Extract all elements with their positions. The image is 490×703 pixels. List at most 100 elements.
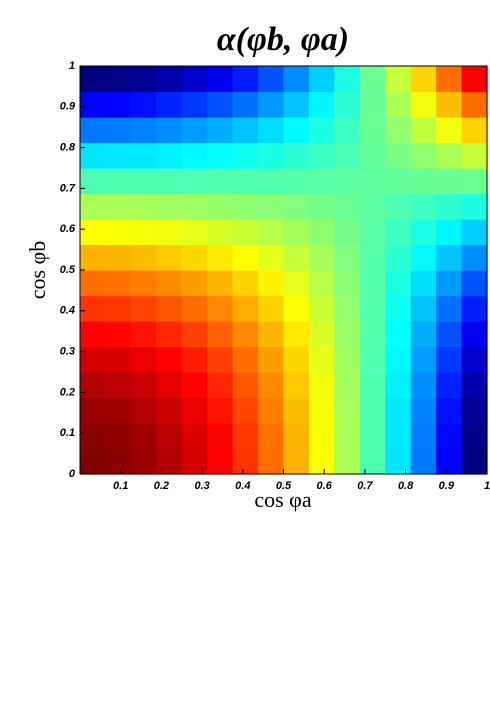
heatmap-cell <box>385 270 412 297</box>
heatmap-cell <box>359 346 386 373</box>
heatmap-cell <box>258 423 285 450</box>
heatmap-cell <box>207 168 234 195</box>
heatmap-cell <box>105 168 132 195</box>
x-tick-label: 0.8 <box>398 480 414 492</box>
heatmap-cell <box>385 117 412 144</box>
heatmap-cell <box>258 193 285 220</box>
heatmap-cell <box>436 66 463 93</box>
heatmap-cell <box>385 346 412 373</box>
heatmap-cell <box>80 91 107 118</box>
heatmap-cell <box>181 397 208 424</box>
heatmap-cell <box>232 321 259 348</box>
heatmap-cell <box>105 448 132 475</box>
heatmap-cell <box>334 193 361 220</box>
heatmap-cell <box>436 168 463 195</box>
heatmap-cell <box>359 448 386 475</box>
heatmap-cell <box>410 270 437 297</box>
heatmap-cell <box>80 448 107 475</box>
heatmap-cell <box>156 295 183 322</box>
heatmap-cell <box>258 142 285 169</box>
heatmap-cell <box>105 142 132 169</box>
heatmap-cell <box>410 448 437 475</box>
heatmap-cell <box>359 219 386 246</box>
heatmap-cell <box>156 448 183 475</box>
heatmap-cell <box>105 66 132 93</box>
heatmap-cell <box>308 219 335 246</box>
y-tick-label: 0.1 <box>60 427 75 439</box>
heatmap-cell <box>80 193 107 220</box>
heatmap-cell <box>156 423 183 450</box>
heatmap-cell <box>385 219 412 246</box>
heatmap-cell <box>308 66 335 93</box>
heatmap-cell <box>334 423 361 450</box>
heatmap-cell <box>410 397 437 424</box>
heatmap-cell <box>105 295 132 322</box>
heatmap-cell <box>156 397 183 424</box>
heatmap-cell <box>181 168 208 195</box>
y-tick-label: 0.6 <box>60 223 76 235</box>
heatmap-cell <box>461 91 488 118</box>
heatmap-cell <box>359 270 386 297</box>
heatmap-cell <box>130 423 157 450</box>
heatmap-cell <box>359 295 386 322</box>
heatmap-cell <box>232 346 259 373</box>
heatmap-cell <box>207 244 234 271</box>
heatmap-cell <box>334 168 361 195</box>
heatmap-cell <box>181 193 208 220</box>
heatmap-cell <box>410 219 437 246</box>
heatmap-cell <box>105 193 132 220</box>
heatmap-cell <box>410 372 437 399</box>
heatmap-cell <box>461 346 488 373</box>
heatmap-cell <box>232 219 259 246</box>
x-tick-label: 0.7 <box>357 480 373 492</box>
heatmap-cell <box>156 219 183 246</box>
heatmap-cell <box>283 295 310 322</box>
heatmap-cell <box>130 397 157 424</box>
heatmap-cell <box>207 117 234 144</box>
heatmap-cell <box>359 91 386 118</box>
heatmap-cell <box>80 397 107 424</box>
y-tick-label: 0.8 <box>60 142 76 154</box>
heatmap-cell <box>359 244 386 271</box>
heatmap-cell <box>436 295 463 322</box>
heatmap-cell <box>308 372 335 399</box>
heatmap-cell <box>130 142 157 169</box>
heatmap-cell <box>334 321 361 348</box>
heatmap-cell <box>461 423 488 450</box>
heatmap-cell <box>308 321 335 348</box>
heatmap-cell <box>130 244 157 271</box>
heatmap-cell <box>385 66 412 93</box>
heatmap-cell <box>130 295 157 322</box>
heatmap-cell <box>232 448 259 475</box>
heatmap-cell <box>359 142 386 169</box>
heatmap-cell <box>410 244 437 271</box>
heatmap-cell <box>232 295 259 322</box>
heatmap-cell <box>283 270 310 297</box>
heatmap-cell <box>461 270 488 297</box>
heatmap-cell <box>207 346 234 373</box>
heatmap-cell <box>80 346 107 373</box>
heatmap-cell <box>308 244 335 271</box>
heatmap-cell <box>283 91 310 118</box>
heatmap-cell <box>130 346 157 373</box>
heatmap-cell <box>461 117 488 144</box>
heatmap-cell <box>258 321 285 348</box>
heatmap-cell <box>283 397 310 424</box>
heatmap-cell <box>105 244 132 271</box>
x-tick-label: 0.5 <box>276 480 292 492</box>
heatmap-cell <box>105 372 132 399</box>
heatmap-cell <box>385 397 412 424</box>
y-axis-label: cos φb <box>25 241 50 300</box>
heatmap-cell <box>156 244 183 271</box>
heatmap-cell <box>410 321 437 348</box>
y-tick-label: 0 <box>69 468 76 480</box>
heatmap-cell <box>410 142 437 169</box>
x-tick-label: 0.3 <box>194 480 209 492</box>
heatmap-cell <box>436 448 463 475</box>
heatmap-cell <box>207 321 234 348</box>
heatmap-cell <box>130 321 157 348</box>
heatmap-cell <box>461 448 488 475</box>
y-tick-label: 1 <box>69 60 75 72</box>
heatmap-cell <box>359 168 386 195</box>
